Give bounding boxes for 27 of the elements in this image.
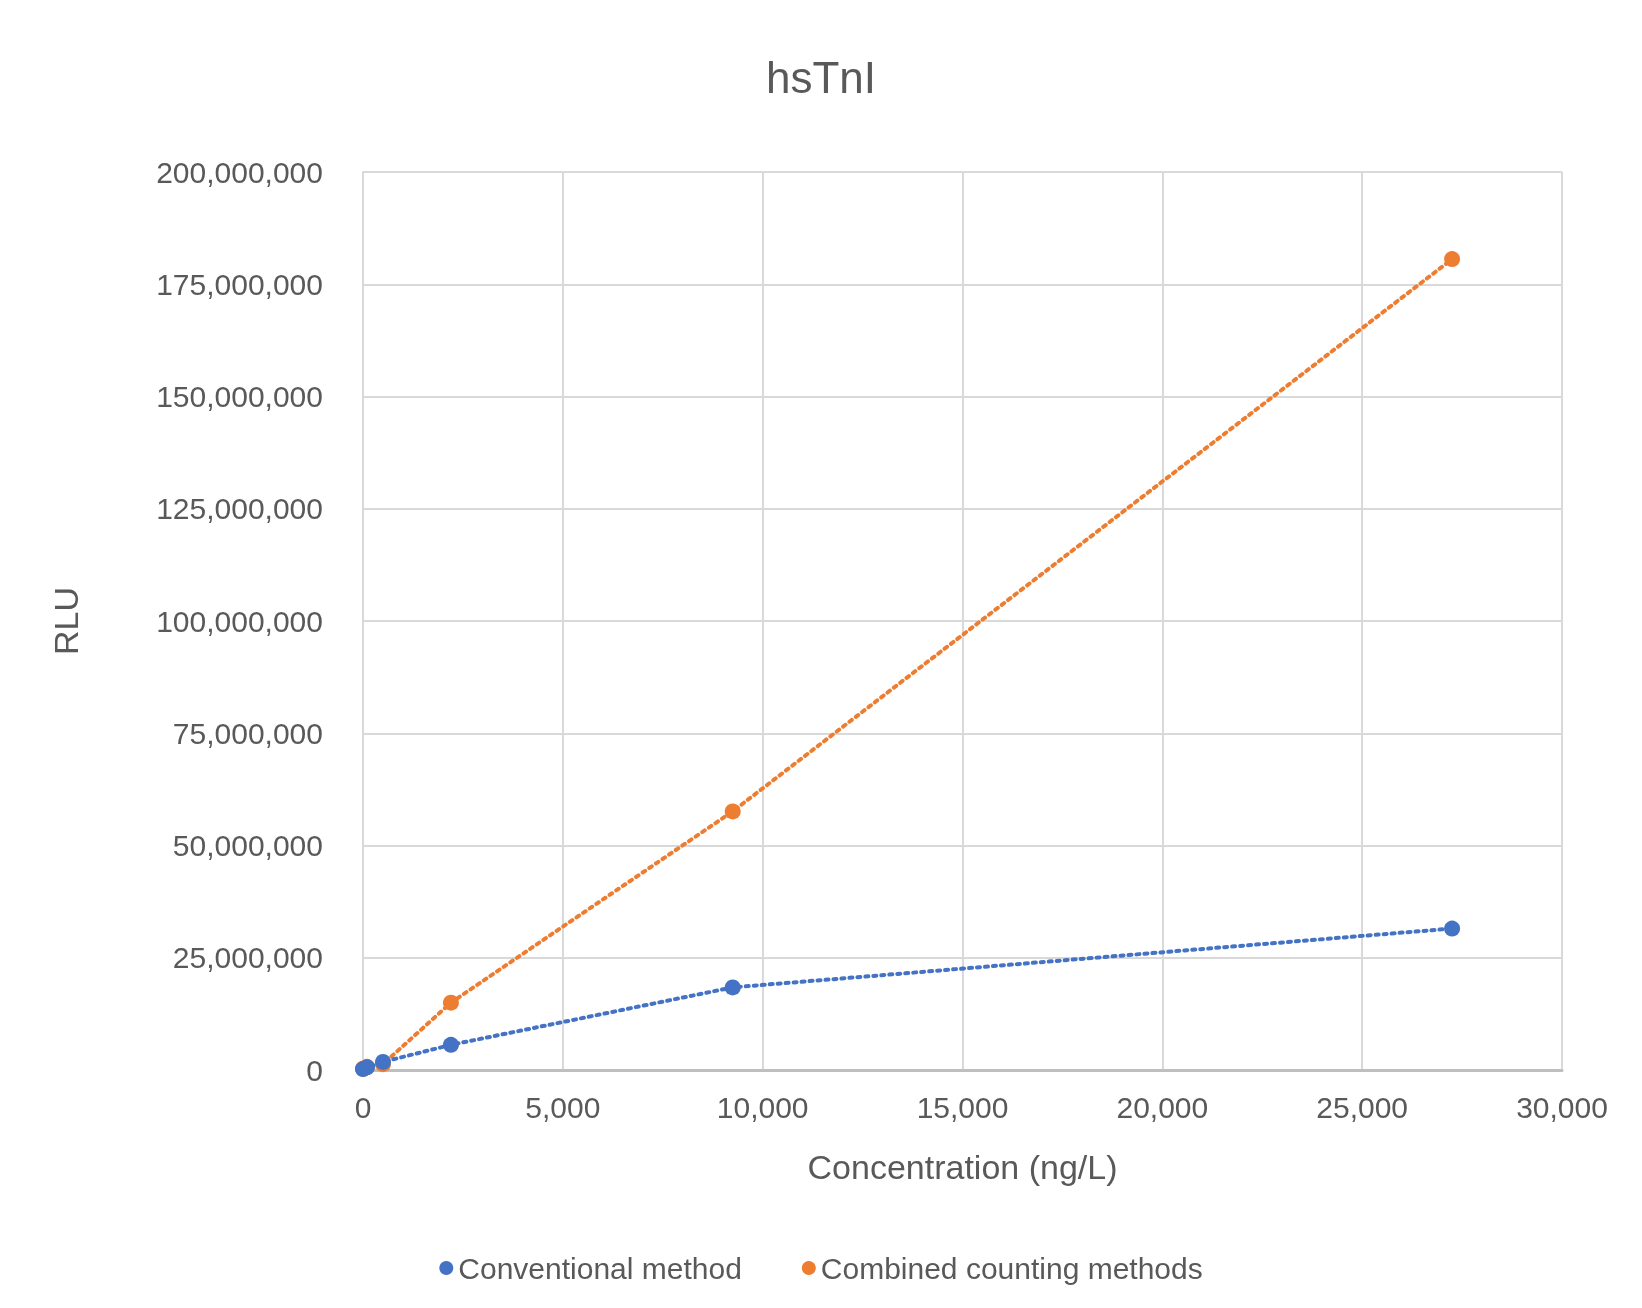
y-tick-label: 100,000,000: [156, 604, 323, 638]
y-tick-label: 25,000,000: [172, 941, 323, 975]
y-axis-title: RLU: [47, 586, 85, 656]
legend-label: Conventional method: [458, 1251, 742, 1285]
x-axis-title: Concentration (ng/L): [807, 1148, 1118, 1186]
chart-title: hsTnI: [765, 52, 877, 102]
x-tick-label: 25,000: [1316, 1090, 1409, 1124]
x-tick-label: 20,000: [1116, 1090, 1209, 1124]
y-tick-label: 175,000,000: [156, 267, 323, 301]
y-tick-label: 50,000,000: [172, 829, 323, 862]
x-tick-label: 10,000: [716, 1090, 809, 1124]
y-tick-label: 150,000,000: [156, 380, 323, 413]
point: [724, 803, 741, 820]
y-tick-label: 125,000,000: [156, 492, 323, 526]
x-tick-label: 5,000: [525, 1090, 601, 1124]
y-tick-label: 200,000,000: [156, 155, 323, 189]
legend-label: Combined counting methods: [820, 1251, 1203, 1285]
x-tick-label: 0: [354, 1090, 372, 1124]
point: [1444, 920, 1461, 937]
point: [442, 1036, 459, 1053]
x-tick-label: 30,000: [1516, 1090, 1608, 1124]
point: [724, 979, 741, 996]
y-tick-label: 0: [306, 1053, 323, 1087]
y-tick-label: 75,000,000: [172, 716, 323, 750]
point: [442, 994, 459, 1011]
point: [1444, 251, 1461, 268]
x-tick-label: 15,000: [916, 1090, 1009, 1124]
